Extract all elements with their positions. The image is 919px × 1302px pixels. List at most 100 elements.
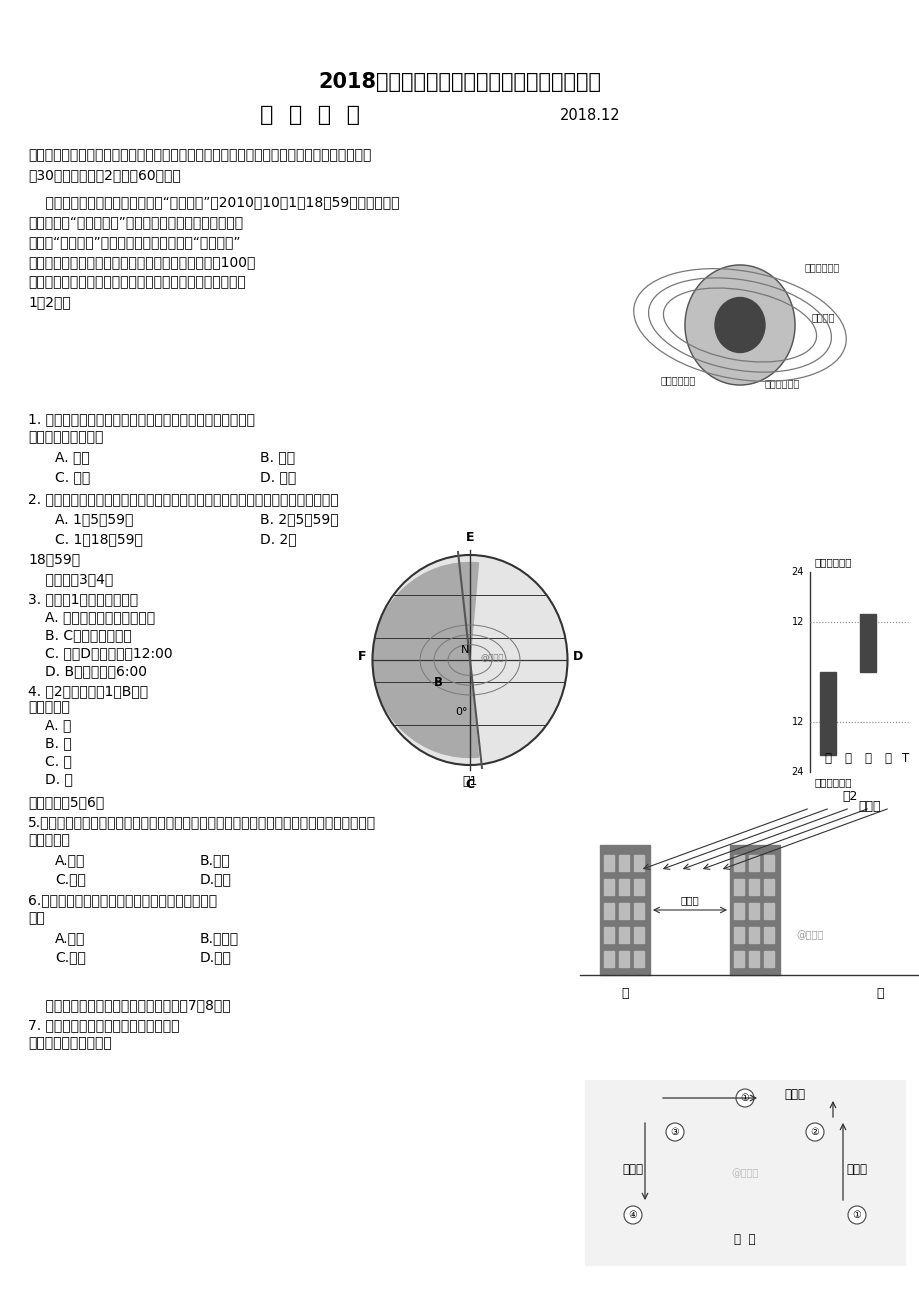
Text: 2. 美国纽约（西五区）的中国留学生们要实时观看卫星发射现场直播，当地时间是: 2. 美国纽约（西五区）的中国留学生们要实时观看卫星发射现场直播，当地时间是: [28, 492, 338, 506]
Wedge shape: [372, 562, 478, 758]
Text: 读右图完成5～6题: 读右图完成5～6题: [28, 796, 104, 809]
Text: 夜长短的是: 夜长短的是: [28, 700, 70, 713]
Text: 米的轨道上绕月球开展对月球科学的探测和研究。读图回答: 米的轨道上绕月球开展对月球科学的探测和研究。读图回答: [28, 275, 245, 289]
Bar: [748, 904, 758, 919]
Text: C.兴化: C.兴化: [55, 950, 85, 963]
Text: 进入深月轨道: 进入深月轨道: [660, 375, 695, 385]
Text: 读图完成3～4题: 读图完成3～4题: [28, 572, 113, 586]
Text: B. 2日5时59分: B. 2日5时59分: [260, 512, 338, 526]
Text: D. 丁: D. 丁: [45, 772, 73, 786]
Text: B.夏至: B.夏至: [199, 853, 231, 867]
Text: 丁: 丁: [883, 751, 891, 764]
Text: 楼间距: 楼间距: [680, 894, 698, 905]
Text: 12: 12: [790, 717, 803, 727]
Bar: [763, 950, 773, 967]
Bar: [763, 855, 773, 871]
Bar: [618, 950, 629, 967]
Text: 2018年兴化市第一中学高二学业水平测试月考: 2018年兴化市第一中学高二学业水平测试月考: [318, 72, 601, 92]
Text: @正确云: @正确云: [480, 654, 503, 663]
Text: 丙: 丙: [864, 751, 870, 764]
Bar: [584, 1079, 904, 1266]
Text: D: D: [573, 651, 583, 664]
Bar: [748, 855, 758, 871]
Text: E: E: [465, 531, 473, 544]
Bar: [733, 950, 743, 967]
Bar: [633, 927, 643, 943]
Bar: [604, 904, 613, 919]
Text: ②: ②: [810, 1128, 819, 1137]
Text: T: T: [902, 751, 909, 764]
Text: 北: 北: [620, 987, 628, 1000]
Text: 过程简图。它进入月球轨道后，在距离月球表面高为100千: 过程简图。它进入月球轨道后，在距离月球表面高为100千: [28, 255, 255, 270]
Text: 我国的“探月工程”向月球发射绕月探测卫星“嫦娥二号”: 我国的“探月工程”向月球发射绕月探测卫星“嫦娥二号”: [28, 234, 240, 249]
Circle shape: [665, 1124, 683, 1141]
Text: 所包括的天体系统有: 所包括的天体系统有: [28, 430, 103, 444]
Text: B: B: [433, 676, 442, 689]
Bar: [819, 672, 835, 755]
Text: @正确云: @正确云: [731, 1168, 758, 1178]
Circle shape: [805, 1124, 823, 1141]
Text: D.冬至: D.冬至: [199, 872, 232, 885]
Bar: [748, 879, 758, 894]
Text: A. 1日5时59分: A. 1日5时59分: [55, 512, 133, 526]
Text: ①: ①: [740, 1092, 749, 1103]
Text: 甲: 甲: [823, 751, 831, 764]
Bar: [733, 904, 743, 919]
Text: 岩  浆: 岩 浆: [733, 1233, 754, 1246]
Bar: [633, 950, 643, 967]
Circle shape: [735, 1088, 754, 1107]
Text: C. 此时D点地方时为12:00: C. 此时D点地方时为12:00: [45, 646, 173, 660]
Bar: [604, 855, 613, 871]
Text: 中径轨道修正: 中径轨道修正: [764, 378, 799, 388]
Text: 3. 根据图1，判断正确的是: 3. 根据图1，判断正确的是: [28, 592, 138, 605]
Text: D. 四级: D. 四级: [260, 470, 296, 484]
Text: 变质岩: 变质岩: [622, 1163, 642, 1176]
Text: D. B点地方时为6:00: D. B点地方时为6:00: [45, 664, 147, 678]
Bar: [733, 927, 743, 943]
Text: D.广州: D.广州: [199, 950, 232, 963]
Bar: [604, 879, 613, 894]
Text: 0°: 0°: [455, 707, 468, 717]
Text: 发  射: 发 射: [719, 309, 736, 318]
Text: ①: ①: [852, 1210, 860, 1220]
Text: C. 丙: C. 丙: [45, 754, 72, 768]
Text: B.哈尔滨: B.哈尔滨: [199, 931, 239, 945]
Text: 共30小题，每小题2分，共60分）。: 共30小题，每小题2分，共60分）。: [28, 168, 180, 182]
Text: 情况日期是: 情况日期是: [28, 833, 70, 848]
Text: 制动开始: 制动开始: [811, 312, 834, 322]
Text: D. 2日: D. 2日: [260, 533, 296, 546]
Bar: [748, 950, 758, 967]
Text: B. 乙: B. 乙: [45, 736, 72, 750]
Circle shape: [623, 1206, 641, 1224]
Text: 12: 12: [790, 617, 803, 628]
Bar: [599, 845, 650, 975]
Bar: [604, 927, 613, 943]
Text: C. 三级: C. 三级: [55, 470, 90, 484]
Bar: [618, 927, 629, 943]
Bar: [618, 879, 629, 894]
Text: 该是: 该是: [28, 911, 45, 924]
Bar: [633, 879, 643, 894]
Bar: [763, 904, 773, 919]
Text: A. 一级: A. 一级: [55, 450, 90, 464]
Text: 地  理  试  题: 地 理 试 题: [260, 105, 359, 125]
Text: 6.按采光要求，下列四个城市楼间距设置最大的应: 6.按采光要求，下列四个城市楼间距设置最大的应: [28, 893, 217, 907]
Text: C.秋分: C.秋分: [55, 872, 85, 885]
Text: 发射中心由“长征三号丙”运载火箭发射升空。下图所示是: 发射中心由“长征三号丙”运载火箭发射升空。下图所示是: [28, 215, 243, 229]
Text: 1～2题。: 1～2题。: [28, 296, 71, 309]
Text: 岩浆岩: 岩浆岩: [845, 1163, 867, 1176]
Ellipse shape: [685, 266, 794, 385]
Bar: [733, 855, 743, 871]
Text: ③: ③: [670, 1128, 678, 1137]
Text: 乙: 乙: [844, 751, 851, 764]
Text: 太阳光: 太阳光: [857, 799, 880, 812]
Text: 24: 24: [790, 566, 803, 577]
Text: F: F: [357, 651, 366, 664]
Bar: [604, 950, 613, 967]
Text: 18时59分: 18时59分: [28, 552, 80, 566]
Text: A.春分: A.春分: [55, 853, 85, 867]
Text: 夜长（小时）: 夜长（小时）: [814, 777, 852, 786]
Circle shape: [847, 1206, 865, 1224]
Text: 图1: 图1: [462, 775, 477, 788]
Text: 进入月球轨道: 进入月球轨道: [804, 262, 839, 272]
